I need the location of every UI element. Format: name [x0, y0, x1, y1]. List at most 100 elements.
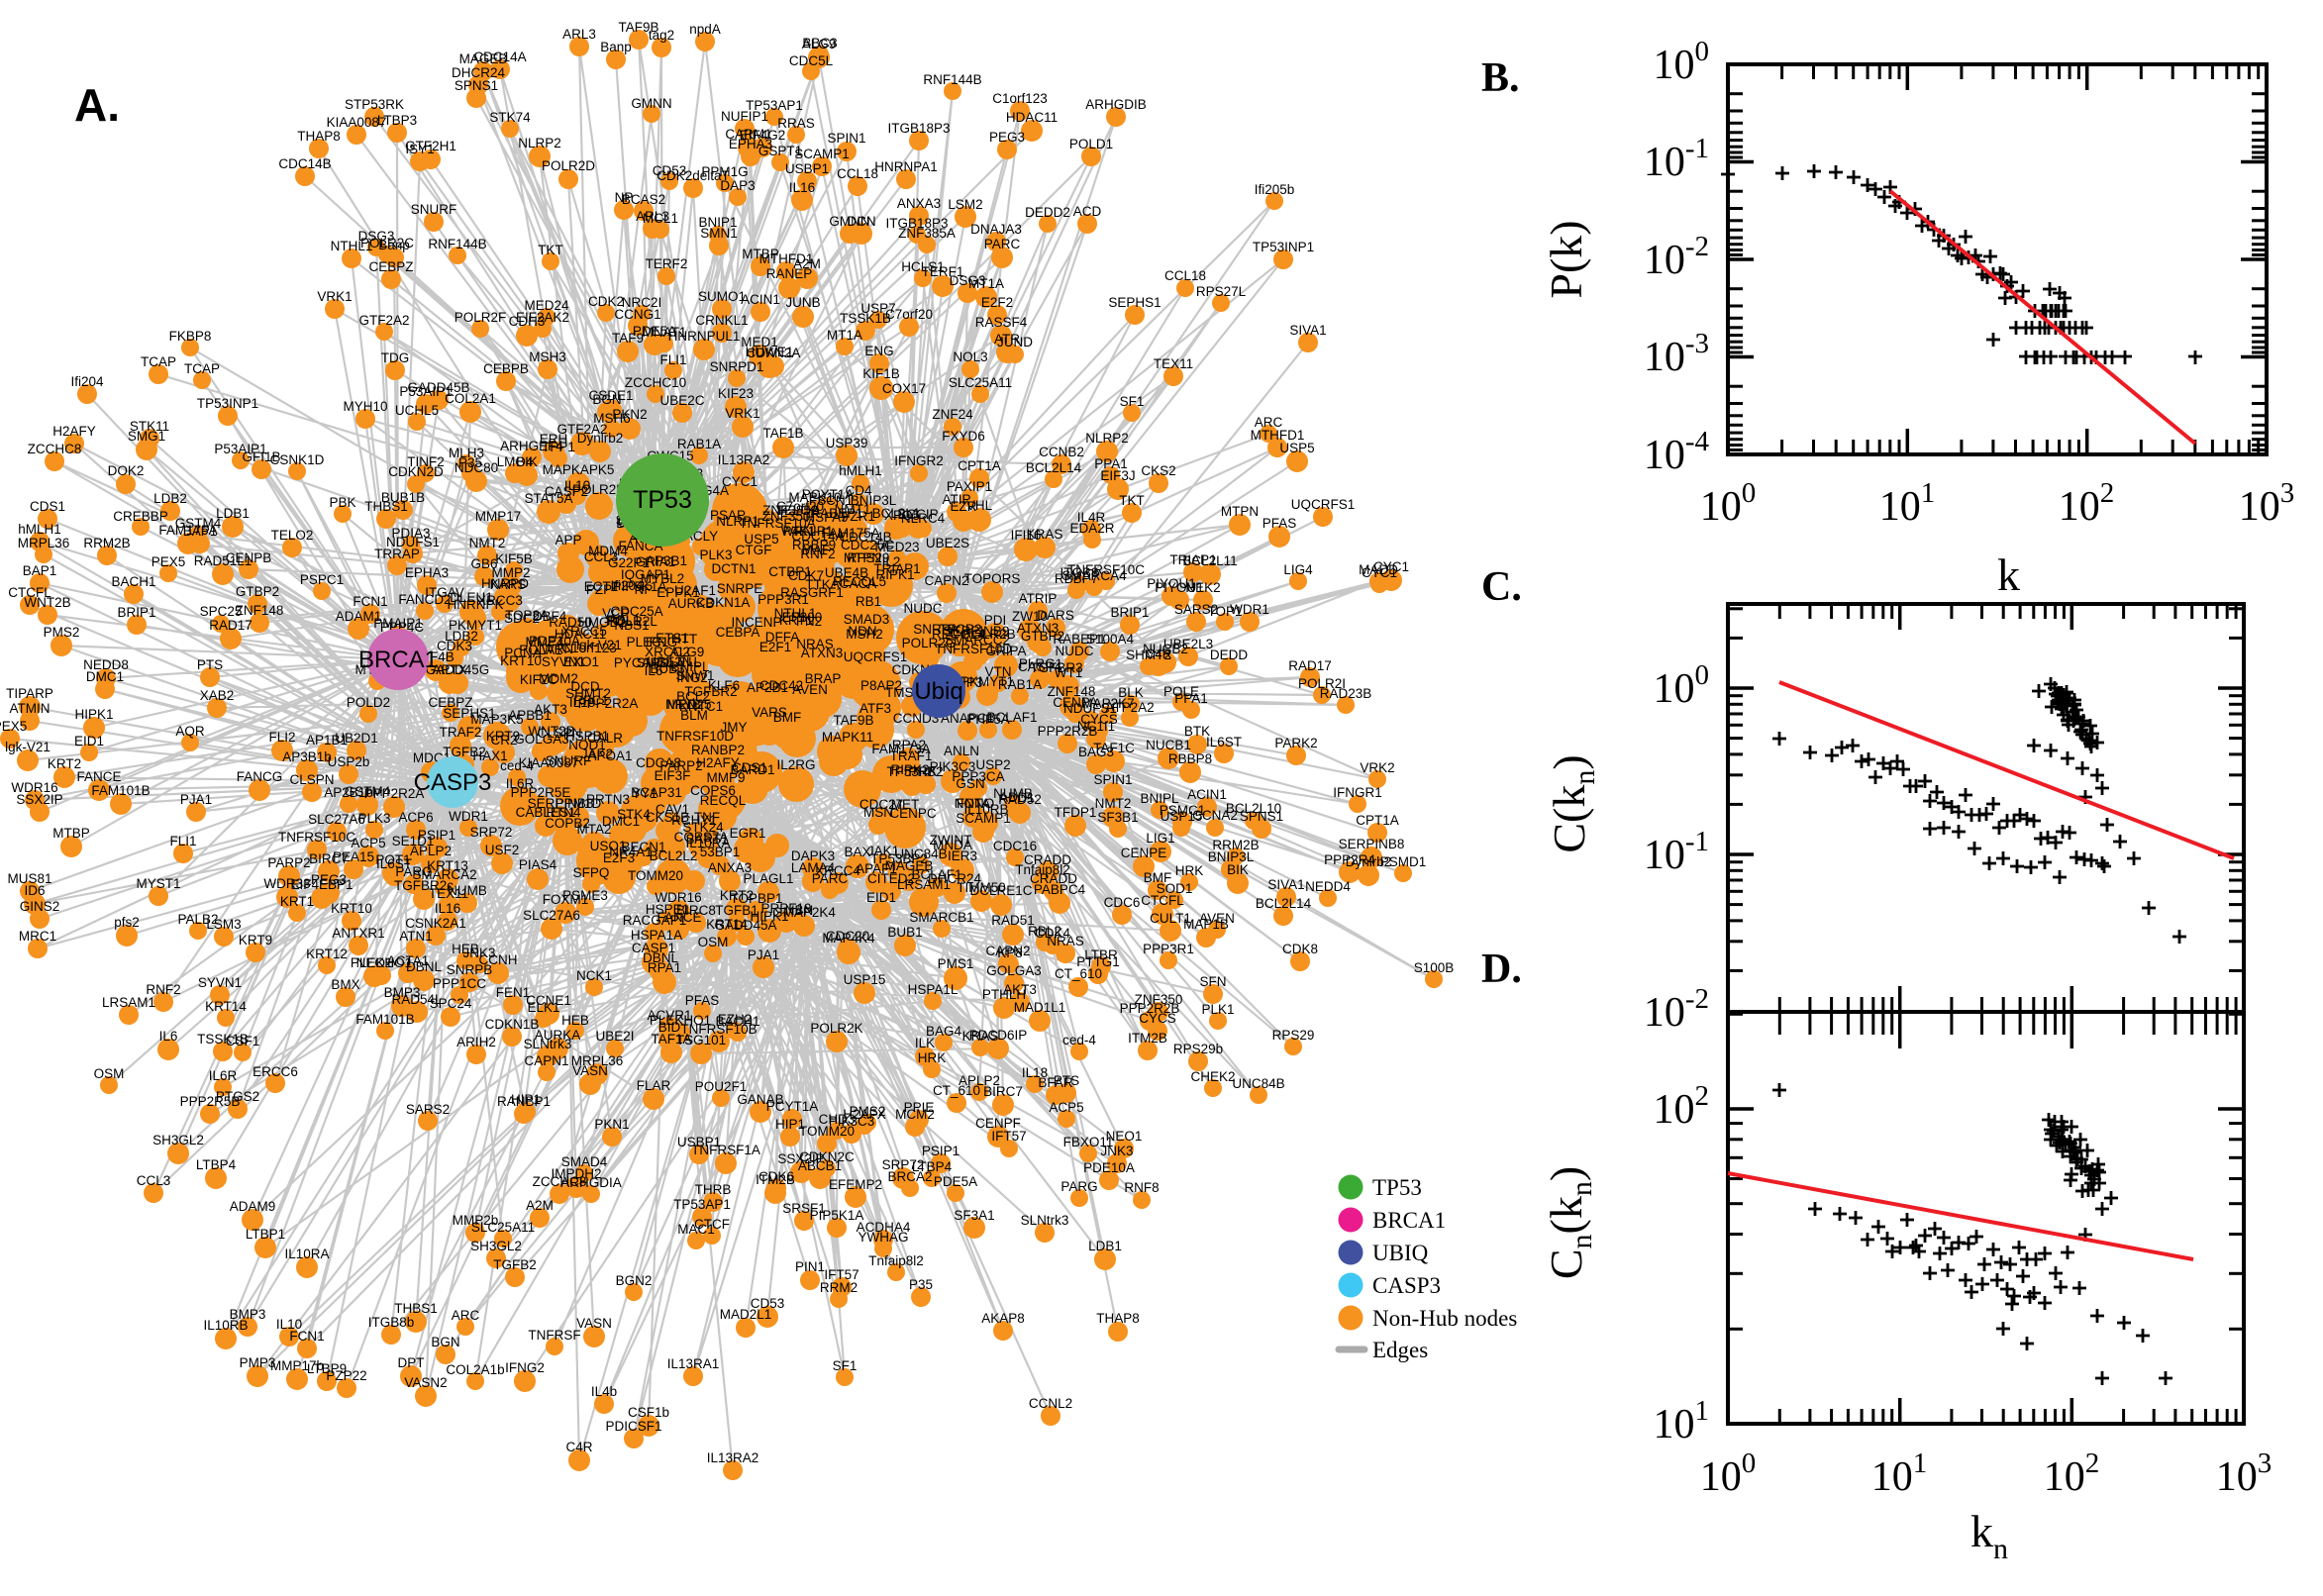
svg-text:USP15: USP15	[844, 972, 886, 987]
svg-text:CD53: CD53	[751, 1296, 785, 1311]
svg-text:TSSK1B: TSSK1B	[840, 311, 891, 326]
svg-text:SERPINB8: SERPINB8	[528, 796, 594, 811]
svg-text:VRK1: VRK1	[317, 289, 352, 304]
svg-text:THBS1: THBS1	[364, 499, 408, 514]
svg-text:ATP2A2: ATP2A2	[1105, 700, 1154, 715]
svg-text:IER3: IER3	[948, 848, 977, 863]
svg-text:JNK3: JNK3	[462, 946, 495, 960]
svg-text:DBNL: DBNL	[406, 959, 443, 974]
svg-text:TP53INP1: TP53INP1	[197, 396, 258, 411]
svg-text:ced-4: ced-4	[1062, 1033, 1096, 1047]
svg-text:MSH3: MSH3	[529, 349, 566, 364]
svg-text:RNF2: RNF2	[146, 982, 180, 997]
svg-text:CSNK1D: CSNK1D	[270, 452, 325, 467]
svg-text:RPS29: RPS29	[1272, 1028, 1315, 1043]
svg-text:CEBPZ: CEBPZ	[368, 259, 413, 274]
svg-text:TNFRSF: TNFRSF	[528, 1328, 580, 1343]
svg-text:PCNA: PCNA	[504, 646, 542, 660]
svg-text:LTBP4: LTBP4	[196, 1157, 237, 1172]
svg-text:H2AFX: H2AFX	[843, 1107, 886, 1122]
svg-text:VCP: VCP	[602, 606, 630, 621]
svg-text:RAD23B: RAD23B	[1320, 686, 1372, 701]
svg-text:RCHY1: RCHY1	[671, 813, 717, 828]
svg-text:IL2: IL2	[882, 554, 901, 569]
svg-text:TP53INP1: TP53INP1	[1253, 240, 1314, 254]
svg-text:CDC27: CDC27	[859, 797, 903, 812]
svg-text:ITM2B: ITM2B	[756, 1172, 795, 1187]
svg-text:TAF9B: TAF9B	[618, 20, 658, 35]
svg-text:B.: B.	[1481, 55, 1520, 101]
svg-text:CPT1A: CPT1A	[958, 458, 1001, 473]
svg-text:USP15: USP15	[1161, 809, 1203, 824]
svg-text:PIP5K1A: PIP5K1A	[810, 1208, 864, 1223]
svg-text:BACH1: BACH1	[111, 574, 155, 589]
svg-text:EIF4G2: EIF4G2	[740, 128, 786, 143]
svg-text:NRC2I: NRC2I	[622, 295, 662, 310]
svg-text:DAPK3: DAPK3	[791, 848, 835, 863]
svg-text:U2AF1: U2AF1	[674, 583, 716, 598]
svg-text:CEBPB: CEBPB	[483, 361, 529, 376]
svg-text:FCN1: FCN1	[353, 594, 387, 609]
svg-text:IL6ST: IL6ST	[1206, 735, 1242, 749]
svg-text:YWHAG: YWHAG	[858, 1230, 908, 1245]
svg-text:TNFRSF10C: TNFRSF10C	[1067, 562, 1145, 577]
svg-text:SMAD3: SMAD3	[844, 612, 890, 627]
svg-text:NEO1: NEO1	[1106, 1129, 1143, 1144]
svg-text:PPP2R2B: PPP2R2B	[1038, 724, 1098, 739]
svg-text:ACIN1: ACIN1	[1187, 787, 1227, 802]
svg-text:TERF2: TERF2	[646, 256, 688, 271]
svg-text:PKN2: PKN2	[612, 407, 647, 422]
svg-text:ACTA1: ACTA1	[387, 953, 430, 968]
svg-text:LDB2: LDB2	[153, 491, 187, 506]
svg-text:AVEN: AVEN	[1199, 911, 1235, 926]
svg-text:PHF5A: PHF5A	[966, 712, 1010, 727]
svg-text:GB6: GB6	[470, 556, 497, 571]
svg-text:CKS1B: CKS1B	[646, 810, 689, 825]
svg-text:HEB: HEB	[561, 1013, 589, 1028]
svg-text:SE1D1: SE1D1	[392, 834, 435, 848]
svg-text:HRK: HRK	[918, 1050, 947, 1065]
svg-text:ITGB18P3: ITGB18P3	[885, 216, 948, 231]
svg-text:IL10: IL10	[276, 1317, 302, 1332]
svg-text:hMLH1: hMLH1	[839, 463, 882, 478]
svg-text:BUB1: BUB1	[887, 925, 922, 940]
svg-text:RIPK2: RIPK2	[890, 762, 929, 777]
svg-text:USP39: USP39	[826, 436, 868, 450]
svg-text:XRCC3: XRCC3	[477, 593, 523, 608]
svg-text:IL13RA2: IL13RA2	[707, 1450, 759, 1465]
svg-text:ACP5: ACP5	[1049, 1100, 1083, 1115]
svg-text:HSPB1: HSPB1	[565, 729, 609, 744]
svg-text:lgk-V21: lgk-V21	[5, 740, 50, 754]
svg-text:HSPA1L: HSPA1L	[908, 982, 959, 997]
svg-text:CDKN1B: CDKN1B	[485, 1017, 540, 1032]
svg-text:BCL2L14: BCL2L14	[1256, 896, 1312, 911]
svg-text:Ifi204: Ifi204	[70, 374, 104, 389]
svg-text:TGFBR3: TGFBR3	[1030, 660, 1082, 675]
svg-text:CREBBP: CREBBP	[113, 509, 168, 524]
svg-text:SPC25: SPC25	[200, 604, 243, 619]
svg-text:CDK2: CDK2	[588, 294, 624, 309]
svg-text:SH3GL2: SH3GL2	[470, 1239, 522, 1253]
svg-text:APBB1: APBB1	[508, 708, 552, 723]
svg-text:MSN: MSN	[863, 805, 893, 820]
svg-text:BRAP: BRAP	[805, 671, 842, 686]
svg-text:SEPHS1: SEPHS1	[443, 706, 495, 721]
svg-text:RNF8: RNF8	[1124, 1180, 1159, 1195]
svg-text:GFI1B: GFI1B	[242, 449, 280, 464]
svg-text:PPA1: PPA1	[1094, 456, 1128, 471]
svg-text:LRSAM1: LRSAM1	[897, 877, 951, 892]
svg-text:PALB2: PALB2	[177, 912, 218, 927]
svg-text:Dynlrb2: Dynlrb2	[577, 431, 624, 446]
svg-text:RABEP1: RABEP1	[1053, 632, 1105, 647]
svg-text:CAPN2: CAPN2	[924, 573, 968, 588]
svg-text:RAD17: RAD17	[1288, 658, 1332, 673]
svg-text:CENPF: CENPF	[975, 1116, 1021, 1131]
svg-text:D.: D.	[1481, 947, 1522, 992]
svg-text:TCAP: TCAP	[141, 354, 176, 369]
svg-text:NUMB: NUMB	[993, 786, 1033, 801]
svg-text:PDE10A: PDE10A	[1083, 1160, 1135, 1175]
svg-text:NR4A1: NR4A1	[609, 845, 653, 859]
svg-text:NDC80: NDC80	[454, 460, 498, 475]
svg-text:CDC14B: CDC14B	[278, 156, 331, 171]
svg-text:PEG3: PEG3	[311, 872, 347, 887]
